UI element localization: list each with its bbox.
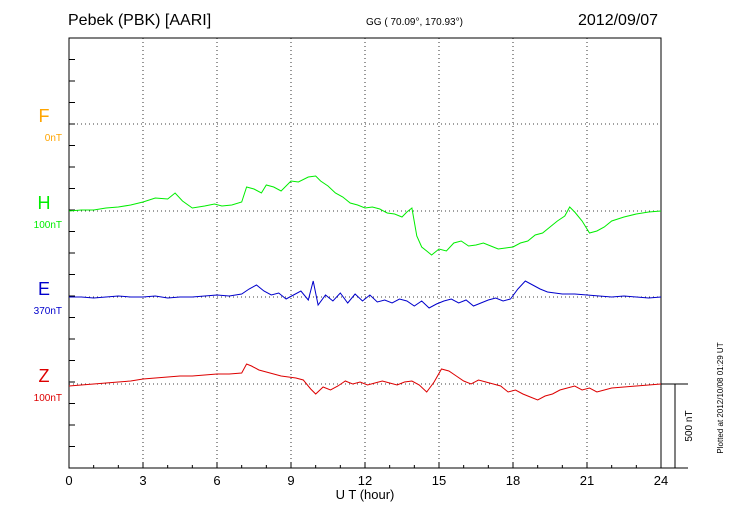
trace-e [69, 280, 662, 309]
x-tick-label: 24 [654, 473, 668, 488]
x-tick-label: 3 [139, 473, 146, 488]
x-axis-label: U T (hour) [336, 487, 395, 502]
x-tick-label: 21 [580, 473, 594, 488]
component-label-f: F [39, 106, 50, 126]
component-label-e: E [38, 279, 50, 299]
x-tick-label: 9 [287, 473, 294, 488]
x-tick-label: 6 [213, 473, 220, 488]
x-tick-label: 15 [432, 473, 446, 488]
x-tick-label: 18 [506, 473, 520, 488]
offset-label-e: 370nT [34, 306, 62, 317]
offset-label-z: 100nT [34, 393, 62, 404]
trace-h [68, 175, 662, 256]
component-label-h: H [38, 193, 51, 213]
offset-label-f: 0nT [45, 133, 62, 144]
station-title: Pebek (PBK) [AARI] [68, 12, 212, 29]
x-tick-label: 0 [65, 473, 72, 488]
trace-z [68, 363, 662, 401]
component-label-z: Z [39, 366, 50, 386]
x-tick-label: 12 [358, 473, 372, 488]
station-coordinates: GG ( 70.09°, 170.93°) [366, 17, 463, 28]
offset-label-h: 100nT [34, 220, 62, 231]
plot-date: 2012/09/07 [578, 12, 659, 29]
scale-bar-label: 500 nT [684, 410, 695, 441]
plotted-at-note: Plotted at 2012/10/08 01:29 UT [716, 342, 725, 453]
